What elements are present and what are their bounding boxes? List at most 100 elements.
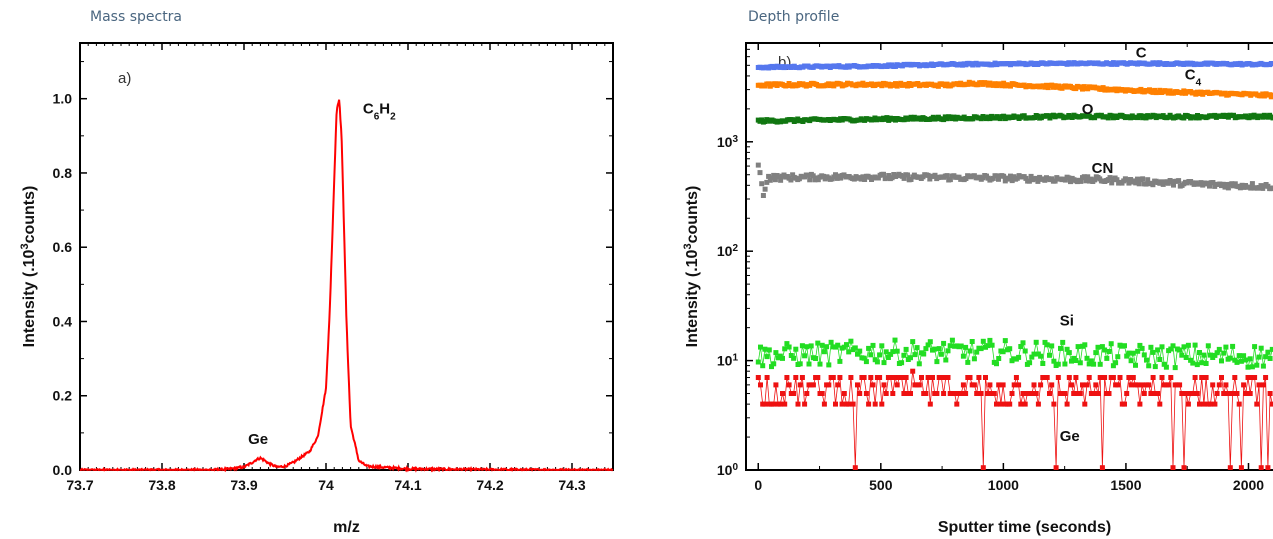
data-point xyxy=(1171,182,1176,188)
data-point xyxy=(1168,375,1174,380)
data-point xyxy=(1260,363,1266,369)
series-ge xyxy=(755,368,1273,470)
data-point xyxy=(1260,382,1266,388)
data-point xyxy=(980,465,986,470)
data-point xyxy=(883,349,889,355)
data-point xyxy=(1194,362,1200,368)
data-point xyxy=(1139,382,1145,388)
data-point xyxy=(1128,382,1134,388)
data-point xyxy=(1117,375,1123,380)
panel-label-a: a) xyxy=(118,70,131,87)
data-point xyxy=(1181,344,1187,350)
data-point xyxy=(1082,342,1088,348)
peak-annotation: C6H2 xyxy=(363,101,396,123)
data-point xyxy=(1001,173,1007,179)
data-point xyxy=(762,346,768,352)
data-point xyxy=(1159,179,1164,185)
data-point xyxy=(1062,177,1068,183)
mass-spectra-chart: 73.7 73.8 73.9 74 74.1 74.2 74.3 0.0 0.2 0.4 0.6 0.… xyxy=(19,42,614,536)
data-point xyxy=(852,465,858,470)
data-point xyxy=(994,361,999,367)
data-point xyxy=(1107,175,1113,181)
data-point xyxy=(863,391,869,396)
data-point xyxy=(1086,361,1092,367)
data-point xyxy=(870,382,876,388)
data-point xyxy=(978,391,984,396)
data-point xyxy=(1028,173,1034,179)
data-point xyxy=(1208,401,1213,407)
data-point xyxy=(1157,401,1163,407)
data-point xyxy=(1223,382,1229,388)
data-point xyxy=(1124,177,1130,183)
data-point xyxy=(1049,382,1055,388)
data-point xyxy=(1170,465,1176,470)
data-point xyxy=(1183,355,1189,360)
data-point xyxy=(804,391,810,396)
data-point xyxy=(1137,401,1143,407)
data-point xyxy=(1093,382,1099,388)
data-point xyxy=(833,401,838,407)
data-point xyxy=(1058,345,1063,351)
data-point xyxy=(1130,350,1136,356)
data-point xyxy=(877,375,883,380)
data-point xyxy=(958,391,964,396)
x-tick-label: 73.9 xyxy=(230,477,257,493)
data-point xyxy=(1064,401,1070,407)
data-point xyxy=(760,193,766,198)
data-point xyxy=(846,401,852,407)
data-point xyxy=(965,359,971,365)
data-point xyxy=(1092,177,1098,183)
data-point xyxy=(758,344,763,350)
data-point xyxy=(877,352,883,358)
data-point xyxy=(1165,180,1171,186)
series-si xyxy=(755,337,1273,371)
data-point xyxy=(1199,360,1205,366)
data-point xyxy=(1145,177,1151,183)
data-point xyxy=(1190,391,1196,396)
y-tick-label: 0.8 xyxy=(53,165,73,181)
series-cn xyxy=(755,162,1273,198)
series-c xyxy=(755,60,1273,71)
data-point xyxy=(830,375,836,380)
data-point xyxy=(1168,346,1174,352)
data-point xyxy=(1190,360,1196,366)
data-point xyxy=(755,359,761,365)
data-point xyxy=(868,375,874,380)
data-point xyxy=(799,343,805,349)
data-point xyxy=(1080,382,1085,388)
data-point xyxy=(1170,343,1176,349)
data-point xyxy=(1102,375,1108,380)
y-axis-label: Intensity (.103counts) xyxy=(682,186,701,348)
data-point xyxy=(980,338,986,344)
data-point xyxy=(1222,184,1228,190)
data-point xyxy=(1084,355,1090,361)
data-point xyxy=(1113,360,1119,366)
data-point xyxy=(1159,375,1165,380)
data-point xyxy=(967,348,973,354)
data-point xyxy=(852,345,858,351)
data-point xyxy=(1006,176,1012,182)
data-point xyxy=(1210,180,1216,185)
data-point xyxy=(799,375,805,380)
data-point xyxy=(773,382,779,388)
data-point xyxy=(974,349,980,355)
y-tick-label: 100 xyxy=(717,462,739,479)
data-point xyxy=(804,344,810,350)
data-point xyxy=(1247,391,1253,396)
data-point xyxy=(1055,361,1061,367)
data-point xyxy=(1203,375,1209,380)
data-point xyxy=(1029,354,1035,360)
data-point xyxy=(971,382,977,388)
data-point xyxy=(870,342,876,348)
data-point xyxy=(766,173,772,179)
data-point xyxy=(934,359,940,365)
data-point xyxy=(1234,391,1240,396)
x-tick-label: 74.3 xyxy=(558,477,585,493)
x-tick-label: 1000 xyxy=(988,477,1019,493)
data-point xyxy=(1095,391,1101,396)
data-point xyxy=(1001,80,1007,86)
data-point xyxy=(1124,353,1130,359)
data-point xyxy=(1216,382,1222,388)
data-point xyxy=(1035,401,1041,407)
data-point xyxy=(1000,382,1006,388)
